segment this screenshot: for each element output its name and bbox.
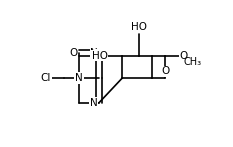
Text: CH₃: CH₃ <box>183 57 202 67</box>
Text: N: N <box>75 73 83 83</box>
Text: HO: HO <box>92 51 108 61</box>
Text: Cl: Cl <box>41 73 51 83</box>
Text: N: N <box>90 48 98 58</box>
Text: HO: HO <box>131 22 147 32</box>
Text: O: O <box>180 51 188 61</box>
Text: O: O <box>95 50 103 60</box>
Text: N: N <box>90 98 97 108</box>
Text: O: O <box>69 48 78 58</box>
Text: O: O <box>161 66 169 76</box>
